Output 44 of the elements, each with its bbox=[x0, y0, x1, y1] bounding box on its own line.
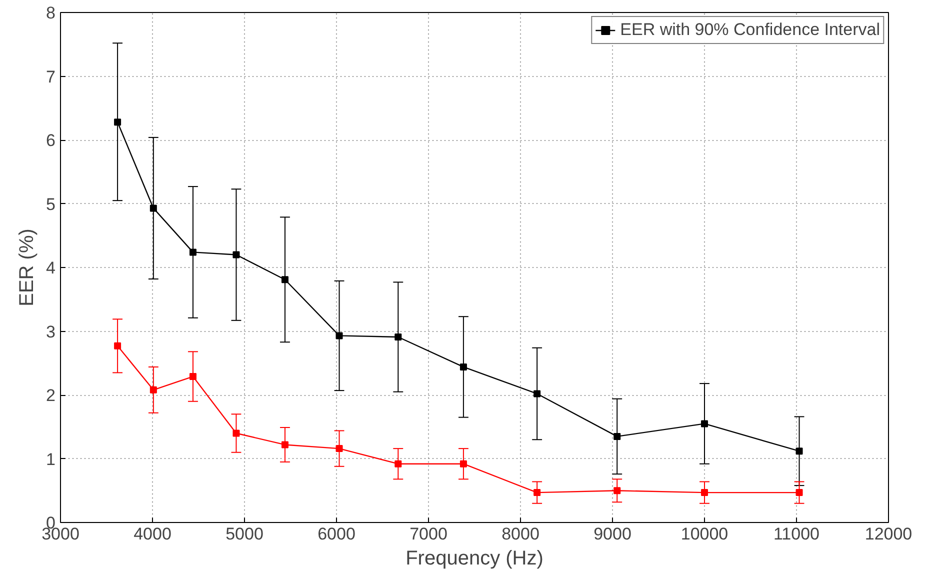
point bbox=[232, 430, 240, 437]
y-tick-label: 6 bbox=[46, 131, 56, 150]
y-tick-label: 2 bbox=[46, 386, 56, 405]
x-tick-label: 6000 bbox=[318, 524, 356, 544]
x-tick-label: 8000 bbox=[502, 524, 540, 544]
point bbox=[394, 333, 402, 340]
point bbox=[232, 251, 240, 258]
y-axis-title: EER (%) bbox=[16, 228, 38, 306]
point bbox=[281, 276, 288, 284]
point bbox=[460, 460, 467, 468]
x-tick-label: 12000 bbox=[864, 524, 912, 544]
y-tick-label: 5 bbox=[46, 194, 56, 214]
y-tick-label: 4 bbox=[46, 258, 56, 278]
x-tick-label: 4000 bbox=[134, 524, 172, 544]
y-tick-label: 7 bbox=[46, 67, 56, 86]
y-tick-label: 3 bbox=[46, 322, 56, 342]
x-tick-label: 9000 bbox=[594, 524, 632, 544]
point bbox=[114, 118, 122, 126]
point bbox=[614, 432, 621, 440]
point bbox=[701, 489, 708, 496]
x-tick-label: 7000 bbox=[410, 524, 448, 544]
point bbox=[189, 373, 196, 380]
x-tick-label: 11000 bbox=[773, 524, 820, 544]
point bbox=[394, 460, 402, 468]
point bbox=[460, 363, 467, 370]
legend-label: EER with 90% Confidence Interval bbox=[620, 20, 880, 40]
point bbox=[150, 204, 157, 212]
point bbox=[796, 448, 803, 455]
x-tick-label: 5000 bbox=[226, 524, 264, 544]
point bbox=[614, 487, 621, 494]
point bbox=[189, 248, 196, 256]
point bbox=[534, 489, 541, 496]
point bbox=[281, 441, 288, 448]
x-tick-label: 10000 bbox=[680, 524, 728, 544]
y-tick-label: 1 bbox=[46, 450, 56, 469]
point bbox=[796, 489, 803, 496]
point bbox=[150, 386, 157, 394]
point bbox=[114, 342, 122, 350]
y-tick-label: 8 bbox=[46, 4, 56, 22]
point bbox=[336, 445, 343, 452]
x-axis-title: Frequency (Hz) bbox=[406, 548, 544, 570]
point bbox=[701, 420, 708, 428]
point bbox=[534, 390, 541, 398]
point bbox=[336, 332, 343, 340]
